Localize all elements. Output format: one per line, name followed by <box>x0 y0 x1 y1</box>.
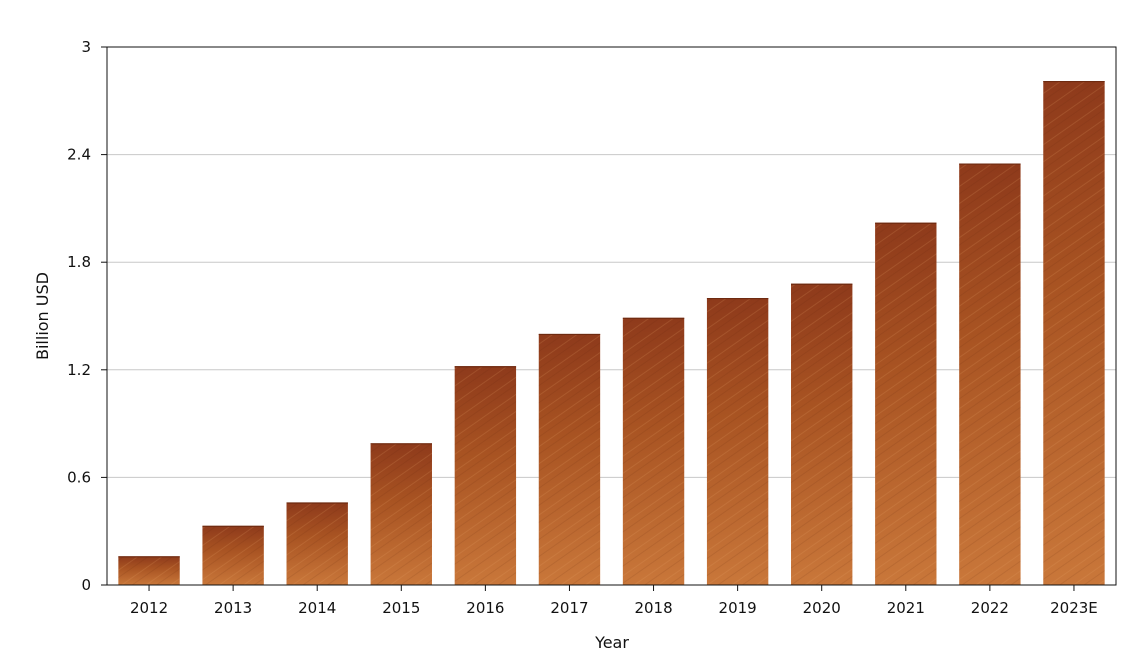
bar-2018 <box>622 317 685 585</box>
x-tick-label: 2023E <box>1050 599 1098 617</box>
x-tick-label: 2019 <box>719 599 757 617</box>
bar-2012 <box>118 556 180 585</box>
x-axis-title: Year <box>594 633 629 652</box>
x-tick-label: 2014 <box>298 599 336 617</box>
x-tick-label: 2021 <box>887 599 925 617</box>
y-tick-label: 1.2 <box>67 361 91 379</box>
y-tick-label: 0.6 <box>67 468 91 486</box>
axes <box>106 46 1117 586</box>
x-tick-label: 2017 <box>550 599 588 617</box>
bar-texture <box>454 366 517 585</box>
x-tick-label: 2012 <box>130 599 168 617</box>
bar-texture <box>791 283 853 585</box>
x-axis-ticks: 2012 2013 2014 2015 2016 2017 2018 2019 2020 2021… <box>130 585 1098 617</box>
bar-texture <box>370 443 432 585</box>
bar-texture <box>538 333 601 585</box>
plot-frame <box>106 46 1117 586</box>
y-tick-label: 3 <box>81 38 91 56</box>
bar-2013 <box>202 525 264 585</box>
bar-2023E <box>1043 80 1105 585</box>
x-tick-label: 2022 <box>971 599 1009 617</box>
bar-texture <box>1043 81 1105 585</box>
bar-texture <box>622 317 685 585</box>
bar-texture <box>118 556 180 585</box>
bar-2021 <box>875 222 937 585</box>
bar-2015 <box>370 443 432 585</box>
bar-texture <box>286 502 348 585</box>
y-axis-ticks: 0 0.6 1.2 1.8 2.4 3 <box>67 38 107 594</box>
bar-2017 <box>538 333 601 585</box>
y-tick-label: 0 <box>81 576 91 594</box>
bars <box>118 80 1105 586</box>
bar-texture <box>959 163 1021 586</box>
bar-texture <box>202 525 264 585</box>
bar-texture <box>875 222 937 585</box>
y-tick-label: 1.8 <box>67 253 91 271</box>
x-tick-label: 2020 <box>803 599 841 617</box>
x-tick-label: 2015 <box>382 599 420 617</box>
bar-texture <box>706 298 769 585</box>
x-tick-label: 2016 <box>466 599 504 617</box>
bar-2020 <box>791 283 853 585</box>
bar-2019 <box>706 297 769 585</box>
bar-2022 <box>959 163 1021 586</box>
y-tick-label: 2.4 <box>67 146 91 164</box>
x-tick-label: 2013 <box>214 599 252 617</box>
bar-2014 <box>286 502 348 585</box>
y-axis-title: Billion USD <box>33 272 52 360</box>
bar-2016 <box>454 366 517 585</box>
x-tick-label: 2018 <box>634 599 672 617</box>
